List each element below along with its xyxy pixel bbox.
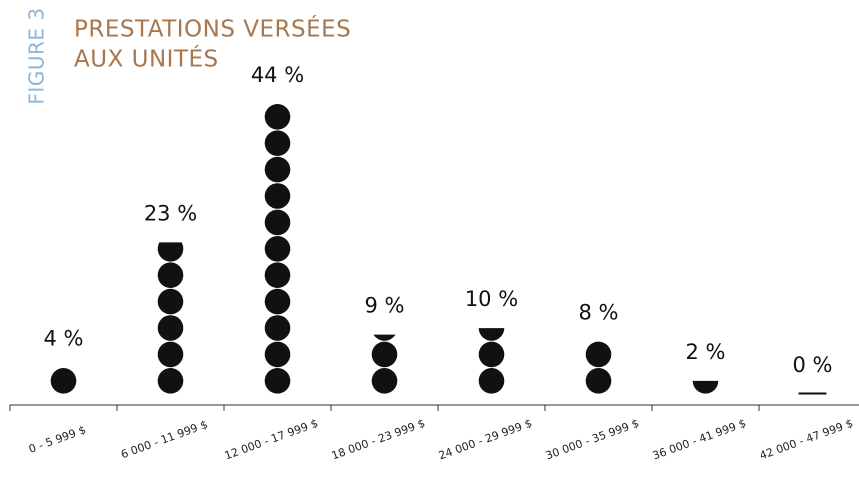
x-tick-label: 36 000 - 41 999 $ (651, 417, 748, 463)
dot-column (798, 392, 827, 395)
dot-column (692, 380, 719, 394)
x-tick-label: 24 000 - 29 999 $ (437, 417, 534, 463)
value-label: 0 % (793, 353, 833, 377)
value-label: 44 % (251, 63, 304, 87)
value-label: 4 % (44, 327, 84, 351)
x-tick-label: 42 000 - 47 999 $ (758, 417, 855, 463)
dot-column (157, 242, 184, 394)
x-tick-label: 0 - 5 999 $ (27, 423, 88, 456)
x-tick-label: 18 000 - 23 999 $ (330, 417, 427, 463)
value-label: 23 % (144, 201, 197, 225)
x-tick-label: 6 000 - 11 999 $ (119, 418, 209, 461)
dot-column (585, 341, 612, 394)
value-label: 8 % (579, 300, 619, 324)
x-tick-label: 30 000 - 35 999 $ (544, 417, 641, 463)
chart-title: PRESTATIONS VERSÉES (74, 15, 351, 43)
value-label: 10 % (465, 287, 518, 311)
dot-column (478, 328, 505, 394)
dot-column (371, 334, 398, 394)
chart-title: AUX UNITÉS (74, 45, 219, 73)
x-tick-label: 12 000 - 17 999 $ (223, 417, 320, 463)
value-label: 9 % (365, 294, 405, 318)
dot-column (50, 368, 77, 394)
value-label: 2 % (686, 340, 726, 364)
dot-column (264, 104, 291, 394)
figure-label: FIGURE 3 (25, 7, 49, 104)
